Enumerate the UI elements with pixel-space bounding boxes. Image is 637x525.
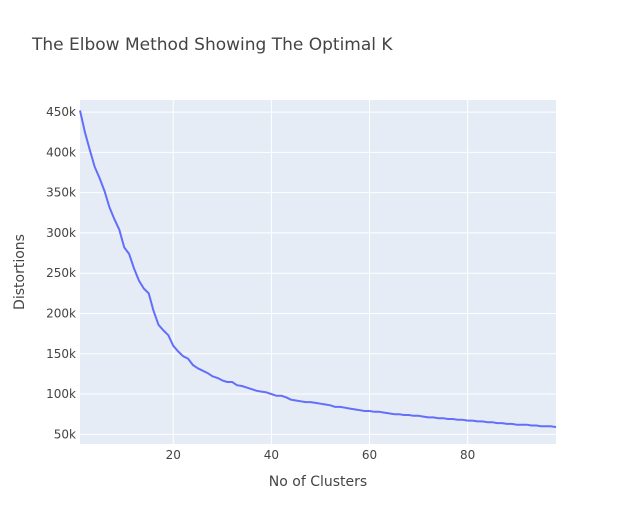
plot-background: [80, 100, 556, 444]
y-tick-label: 300k: [46, 226, 76, 240]
x-tick-label: 40: [264, 448, 279, 462]
x-axis-title: No of Clusters: [269, 474, 367, 490]
chart-title: The Elbow Method Showing The Optimal K: [31, 35, 393, 55]
y-axis-title: Distortions: [12, 234, 28, 310]
y-tick-label: 450k: [46, 105, 76, 119]
y-tick-label: 400k: [46, 145, 76, 159]
x-tick-label: 80: [460, 448, 475, 462]
y-tick-label: 100k: [46, 387, 76, 401]
y-tick-label: 150k: [46, 347, 76, 361]
series-line: [79, 110, 557, 429]
y-tick-label: 50k: [54, 427, 76, 441]
tick-labels: 50k 100k 150k 200k 250k 300k 350k 400k 450k 20 40 6…: [46, 105, 475, 462]
x-tick-label: 20: [166, 448, 181, 462]
grid: [80, 100, 556, 444]
y-tick-label: 250k: [46, 266, 76, 280]
y-tick-label: 350k: [46, 186, 76, 200]
x-tick-label: 60: [362, 448, 377, 462]
y-tick-label: 200k: [46, 306, 76, 320]
series-layer: [79, 110, 557, 429]
